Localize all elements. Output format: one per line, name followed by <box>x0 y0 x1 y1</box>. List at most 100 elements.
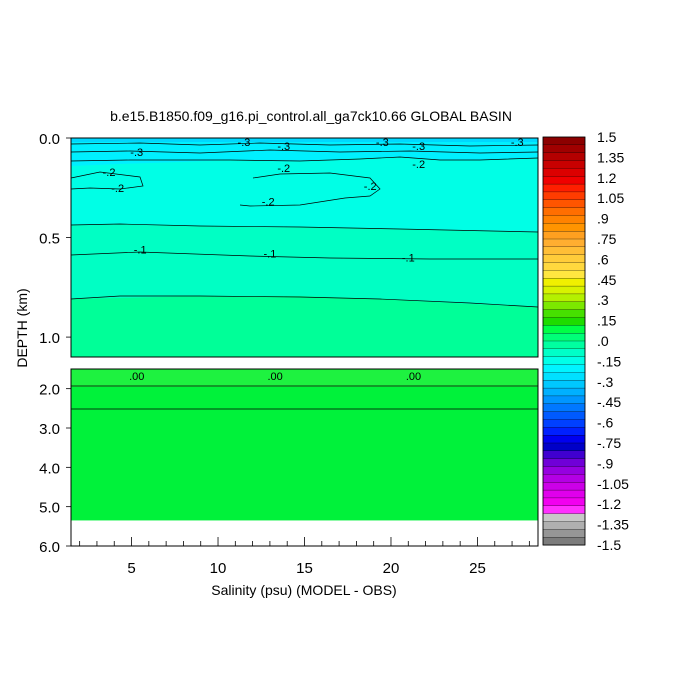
contour-label: -.2 <box>111 183 124 195</box>
colorbar-swatch <box>542 223 586 232</box>
colorbar-label: 1.05 <box>597 190 624 206</box>
chart-title: b.e15.B1850.f09_g16.pi_control.all_ga7ck… <box>110 108 512 124</box>
x-tick-label: 10 <box>210 560 227 577</box>
colorbar-swatch <box>542 285 586 295</box>
colorbar-swatch <box>542 435 586 444</box>
x-tick-label: 20 <box>383 560 400 577</box>
colorbar-swatch <box>542 168 586 177</box>
colorbar-swatch <box>542 427 586 436</box>
colorbar-swatch <box>542 505 586 515</box>
y-tick-label: 0.0 <box>39 131 60 148</box>
colorbar-swatch <box>542 380 586 389</box>
colorbar-swatch <box>542 317 586 326</box>
upper-contour-labels: -.3 -.3 -.3 -.3 -.3 -.3 -.2 -.2 -.2 -.2 -.2 -.2 -.1 -… <box>103 137 524 264</box>
y-tick-label: 1.0 <box>39 330 60 347</box>
contour-label: -.2 <box>277 163 290 175</box>
y-tick-label: 6.0 <box>39 539 60 556</box>
contour-line <box>70 149 539 154</box>
colorbar-label: -.45 <box>597 394 621 410</box>
contour-line <box>70 156 539 162</box>
colorbar-swatch <box>542 333 586 342</box>
colorbar-frame <box>542 136 586 546</box>
colorbar-swatch <box>542 340 586 350</box>
colorbar-label: .6 <box>597 251 609 267</box>
colorbar-swatch <box>542 387 586 397</box>
colorbar-swatch <box>542 395 586 405</box>
colorbar-swatch <box>542 458 586 467</box>
colorbar-swatch <box>542 482 586 491</box>
colorbar-label: -1.05 <box>597 476 629 492</box>
colorbar-swatch <box>542 144 586 154</box>
colorbar-swatch <box>542 513 586 522</box>
colorbar-label: .9 <box>597 211 609 227</box>
y-axis-title: DEPTH (km) <box>14 288 30 367</box>
colorbar-label: .75 <box>597 231 617 247</box>
colorbar-label: -.9 <box>597 455 614 471</box>
contour-label: -.3 <box>277 141 290 153</box>
y-tick-label: 3.0 <box>39 421 60 438</box>
colorbar-label: -.3 <box>597 374 614 390</box>
colorbar-swatch <box>542 489 586 499</box>
colorbar-swatch <box>542 521 586 530</box>
colorbar-swatch <box>542 183 586 193</box>
contour-label: -.3 <box>238 137 251 149</box>
colorbar-swatch <box>542 246 586 256</box>
colorbar-swatch <box>542 199 586 209</box>
lower-field-top <box>71 369 538 387</box>
colorbar-swatch <box>542 348 586 358</box>
contour-label: .00 <box>129 371 144 383</box>
colorbar-swatch <box>542 293 586 303</box>
colorbar-label: 1.35 <box>597 149 624 165</box>
colorbar-label: .3 <box>597 292 609 308</box>
colorbar-swatch <box>542 176 586 185</box>
y-tick-label: 2.0 <box>39 382 60 399</box>
colorbar-swatch <box>542 262 586 271</box>
upper-field-minus-0-3 <box>71 138 538 166</box>
upper-frame <box>70 137 539 358</box>
contour-line <box>70 223 539 233</box>
contour-label: -.1 <box>402 252 415 264</box>
colorbar-swatch <box>542 301 586 311</box>
colorbar-swatch <box>542 537 586 546</box>
contour-label: -.1 <box>134 244 147 256</box>
colorbar-label: .45 <box>597 272 617 288</box>
contour-label: -.3 <box>412 141 425 153</box>
lower-field-zero <box>71 369 538 521</box>
colorbar-swatch <box>542 474 586 483</box>
contour-label: -.3 <box>511 137 524 149</box>
contour-label: -.2 <box>103 167 116 179</box>
contour-label: -.3 <box>376 137 389 149</box>
colorbar-swatch <box>542 419 586 428</box>
colorbar-swatch <box>542 450 586 460</box>
colorbar-label: .15 <box>597 313 617 329</box>
upper-surface-band <box>71 138 538 142</box>
colorbar-label: -1.35 <box>597 517 629 533</box>
x-tick-label: 15 <box>296 560 313 577</box>
contour-label: .00 <box>267 371 282 383</box>
y-tick-label: 0.5 <box>39 231 60 248</box>
contour-label: -.2 <box>412 159 425 171</box>
colorbar-swatch <box>542 442 586 452</box>
colorbar-swatch <box>542 497 586 507</box>
colorbar-label: 1.5 <box>597 129 617 145</box>
colorbar-swatch <box>542 411 586 420</box>
x-tick-label: 5 <box>127 560 135 577</box>
contour-label: -.2 <box>262 197 275 209</box>
colorbar-swatch <box>542 191 586 201</box>
contour-label: -.1 <box>263 248 276 260</box>
contour-line <box>70 251 538 260</box>
colorbar-swatch <box>542 325 586 334</box>
colorbar-label: -.15 <box>597 353 621 369</box>
colorbar-label: -.75 <box>597 435 621 451</box>
colorbar-swatch <box>542 278 586 287</box>
contour-line <box>70 142 539 147</box>
colorbar-swatch <box>542 364 586 373</box>
colorbar-swatch <box>542 356 586 365</box>
colorbar-swatch <box>542 254 586 263</box>
contour-label: -.3 <box>130 147 143 159</box>
upper-panel <box>70 138 539 357</box>
lower-panel <box>71 369 538 521</box>
colorbar-swatch <box>542 231 586 240</box>
colorbar-swatch <box>542 207 586 216</box>
